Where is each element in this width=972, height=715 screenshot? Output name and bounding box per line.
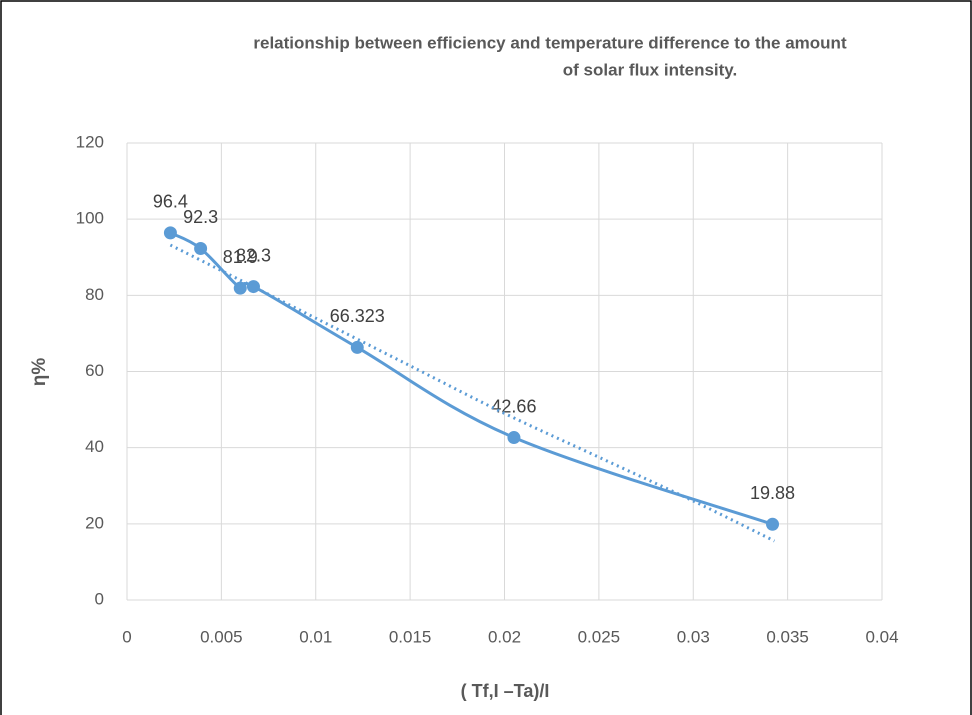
data-point xyxy=(507,431,521,445)
x-tick-label: 0.035 xyxy=(766,627,809,646)
data-point xyxy=(246,280,260,294)
x-tick-label: 0.04 xyxy=(865,627,898,646)
y-tick-label: 40 xyxy=(85,437,104,456)
x-tick-label: 0.03 xyxy=(677,627,710,646)
trendline xyxy=(169,243,776,543)
y-tick-label: 20 xyxy=(85,513,104,532)
data-point xyxy=(766,517,780,531)
data-point xyxy=(233,281,247,295)
y-tick-label: 0 xyxy=(95,589,104,608)
y-tick-label: 100 xyxy=(76,209,104,228)
chart-title: of solar flux intensity. xyxy=(563,60,737,79)
x-tick-label: 0.01 xyxy=(299,627,332,646)
y-axis-label: η% xyxy=(29,358,50,387)
data-label: 42.66 xyxy=(491,396,536,416)
x-tick-label: 0 xyxy=(122,627,131,646)
x-tick-label: 0.02 xyxy=(488,627,521,646)
x-tick-label: 0.015 xyxy=(389,627,432,646)
data-label: 81.9 xyxy=(223,247,258,267)
data-label: 92.3 xyxy=(183,207,218,227)
chart-title: relationship between efficiency and temp… xyxy=(253,33,847,52)
y-tick-label: 80 xyxy=(85,285,104,304)
x-axis-label: ( Tf,I –Ta)/I xyxy=(461,681,550,701)
data-label: 96.4 xyxy=(153,192,188,212)
y-tick-label: 120 xyxy=(76,132,104,151)
data-label: 82.3 xyxy=(236,245,271,265)
x-tick-label: 0.005 xyxy=(200,627,243,646)
y-tick-label: 60 xyxy=(85,361,104,380)
data-label: 66.323 xyxy=(330,306,385,326)
data-point xyxy=(194,241,208,255)
data-label: 19.88 xyxy=(750,483,795,503)
data-point xyxy=(350,340,364,354)
x-tick-label: 0.025 xyxy=(578,627,621,646)
data-point xyxy=(163,226,177,240)
series-line xyxy=(169,231,774,526)
